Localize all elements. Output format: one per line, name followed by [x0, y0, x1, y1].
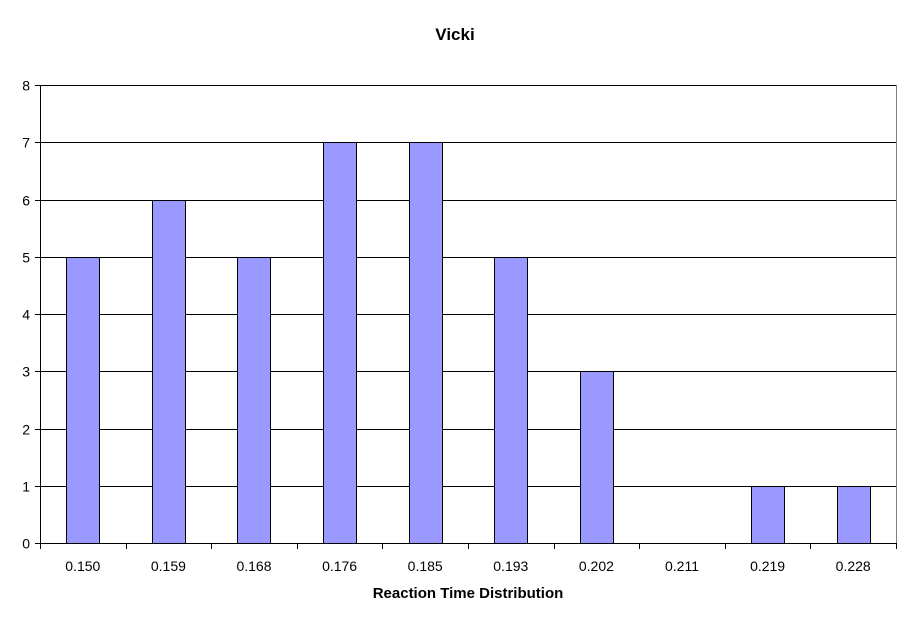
y-tick-label: 6 — [22, 193, 30, 209]
bar — [66, 257, 100, 544]
x-tick-label: 0.228 — [836, 558, 871, 574]
chart-title: Vicki — [435, 25, 474, 44]
x-axis-title: Reaction Time Distribution — [373, 585, 564, 602]
bar — [152, 200, 186, 544]
bar — [409, 142, 443, 544]
bar — [323, 142, 357, 544]
x-tick-label: 0.219 — [750, 558, 785, 574]
x-tick-label: 0.176 — [322, 558, 357, 574]
x-tick-label: 0.159 — [151, 558, 186, 574]
y-tick-label: 7 — [22, 135, 30, 151]
bar — [580, 371, 614, 544]
y-tick-label: 1 — [22, 479, 30, 495]
x-tick-label: 0.211 — [665, 558, 699, 574]
y-tick-label: 5 — [22, 250, 30, 266]
axes — [35, 85, 897, 549]
bar — [837, 486, 871, 544]
x-tick-label: 0.202 — [579, 558, 614, 574]
y-tick-label: 2 — [22, 422, 30, 438]
x-tick-label: 0.193 — [493, 558, 528, 574]
y-tick-label: 4 — [22, 307, 30, 323]
x-tick-label: 0.150 — [65, 558, 100, 574]
bar — [494, 257, 528, 544]
x-tick-labels: 0.150 0.159 0.168 0.176 0.185 0.193 0.202 0.211… — [65, 558, 871, 574]
y-tick-label: 8 — [22, 78, 30, 94]
bar — [751, 486, 785, 544]
x-tick-label: 0.168 — [236, 558, 271, 574]
bar — [237, 257, 271, 544]
y-tick-labels: 0 1 2 3 4 5 6 7 8 — [22, 78, 30, 552]
y-tick-label: 3 — [22, 364, 30, 380]
x-tick-label: 0.185 — [408, 558, 443, 574]
bars — [66, 142, 871, 544]
y-tick-label: 0 — [22, 536, 30, 552]
